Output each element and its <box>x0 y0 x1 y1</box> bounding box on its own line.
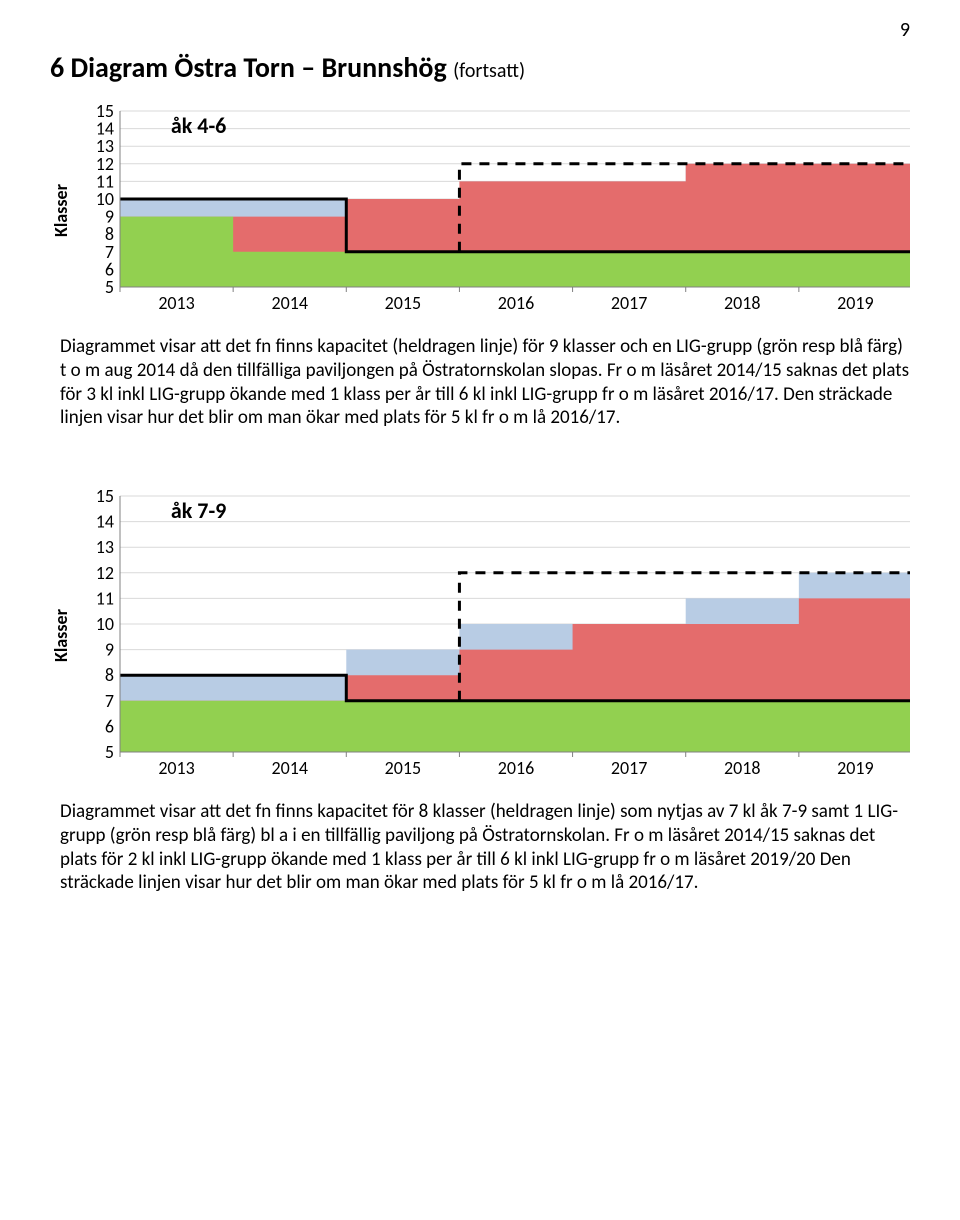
svg-text:2019: 2019 <box>837 757 874 779</box>
svg-text:2015: 2015 <box>385 757 422 779</box>
svg-text:7: 7 <box>105 690 114 712</box>
svg-text:2018: 2018 <box>724 292 761 314</box>
chart-1-svg: 5678910111213141520132014201520162017201… <box>76 105 910 315</box>
svg-text:12: 12 <box>96 562 114 584</box>
svg-text:2016: 2016 <box>498 757 535 779</box>
svg-text:8: 8 <box>105 664 114 686</box>
svg-text:2013: 2013 <box>158 292 195 314</box>
svg-text:5: 5 <box>105 741 114 763</box>
chart-2-ylabel: Klasser <box>50 609 72 662</box>
chart-2-block: Klasser 5 6 7 8 9 10 11 12 13 14 15 2013 2014 2015 201… <box>50 490 910 780</box>
page-title: 6 Diagram Östra Torn – Brunnshög (fortsa… <box>50 50 910 85</box>
svg-text:2018: 2018 <box>724 757 761 779</box>
chart-2-description: Diagrammet visar att det fn finns kapaci… <box>60 800 910 895</box>
title-suffix: (fortsatt) <box>453 59 525 83</box>
svg-text:2013: 2013 <box>158 757 195 779</box>
svg-text:2015: 2015 <box>385 292 422 314</box>
svg-text:2017: 2017 <box>611 757 648 779</box>
svg-text:11: 11 <box>96 587 114 609</box>
svg-text:13: 13 <box>96 536 114 558</box>
svg-text:15: 15 <box>96 105 114 122</box>
chart-2-svg: 5 6 7 8 9 10 11 12 13 14 15 2013 2014 2015 2016 2017 201… <box>76 490 910 780</box>
svg-text:15: 15 <box>96 490 114 507</box>
svg-text:2014: 2014 <box>271 757 308 779</box>
svg-text:2016: 2016 <box>498 292 535 314</box>
svg-text:14: 14 <box>96 511 114 533</box>
chart-1-ylabel: Klasser <box>50 184 72 237</box>
page-number: 9 <box>900 18 910 42</box>
chart-1-block: Klasser 56789101112131415201320142015201… <box>50 105 910 315</box>
title-main: 6 Diagram Östra Torn – Brunnshög <box>50 50 447 85</box>
chart-1-description: Diagrammet visar att det fn finns kapaci… <box>60 335 910 430</box>
svg-text:2014: 2014 <box>271 292 308 314</box>
svg-text:2017: 2017 <box>611 292 648 314</box>
svg-text:åk 7-9: åk 7-9 <box>171 497 226 524</box>
svg-text:9: 9 <box>105 639 114 661</box>
svg-text:6: 6 <box>105 715 114 737</box>
svg-text:2019: 2019 <box>837 292 874 314</box>
svg-text:åk 4-6: åk 4-6 <box>171 112 226 139</box>
svg-text:10: 10 <box>96 613 114 635</box>
